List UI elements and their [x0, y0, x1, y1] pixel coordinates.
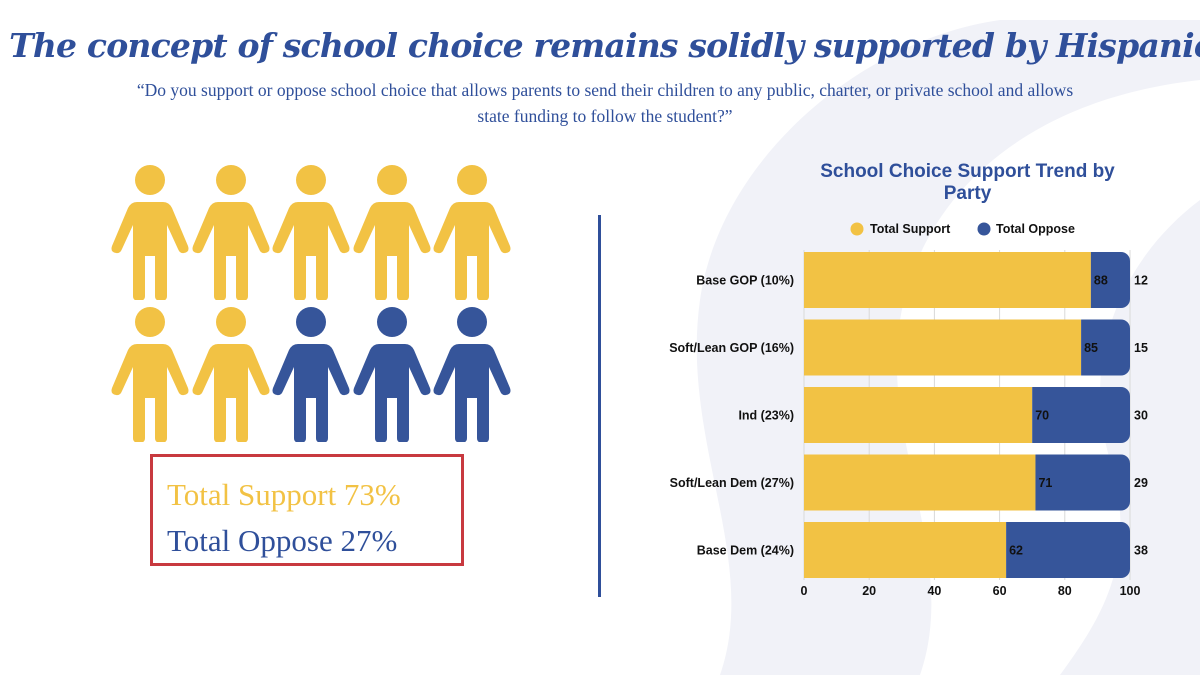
person-icon-support — [433, 165, 511, 300]
x-tick-label-5: 100 — [1120, 584, 1141, 598]
category-label-0: Base GOP (10%) — [696, 274, 794, 288]
person-icon-support — [192, 165, 269, 300]
value-label-oppose-4: 38 — [1134, 544, 1148, 558]
person-icon-oppose — [272, 307, 350, 442]
x-tick-label-0: 0 — [801, 584, 808, 598]
person-icon-oppose — [433, 307, 511, 442]
bar-oppose-2 — [1032, 387, 1130, 443]
person-icon-support — [272, 165, 350, 300]
total-oppose-label: Total Oppose 27% — [167, 523, 398, 558]
page-title: The concept of school choice remains sol… — [9, 26, 1200, 65]
chart-title: School Choice Support Trend by Party — [820, 161, 1115, 204]
summary-box: Total Support 73% Total Oppose 27% — [150, 454, 464, 566]
bar-support-3 — [804, 454, 1036, 511]
category-label-3: Soft/Lean Dem (27%) — [670, 476, 794, 490]
value-label-support-3: 71 — [1038, 476, 1052, 490]
bar-oppose-0 — [1090, 252, 1130, 308]
bar-oppose-1 — [1081, 319, 1130, 376]
bar-support-0 — [804, 252, 1091, 308]
x-tick-label-3: 60 — [993, 584, 1007, 598]
person-icon-support — [353, 165, 430, 300]
bar-oppose-3 — [1035, 454, 1130, 511]
category-label-4: Base Dem (24%) — [697, 544, 794, 558]
bar-support-2 — [804, 387, 1033, 443]
legend-marker-1 — [977, 222, 991, 236]
value-label-support-0: 88 — [1094, 274, 1108, 288]
value-label-support-1: 85 — [1084, 341, 1098, 355]
legend-marker-0 — [850, 222, 864, 236]
bar-support-1 — [804, 319, 1082, 376]
x-tick-label-2: 40 — [927, 584, 941, 598]
value-label-support-2: 70 — [1035, 409, 1049, 423]
x-tick-label-4: 80 — [1058, 584, 1072, 598]
person-icon-support — [192, 307, 269, 442]
category-label-1: Soft/Lean GOP (16%) — [669, 341, 794, 355]
person-icon-support — [111, 165, 189, 300]
value-label-oppose-3: 29 — [1134, 476, 1148, 490]
divider — [598, 215, 601, 597]
bar-chart: Total Support Total Oppose Base GOP (10%) 8… — [669, 222, 1148, 598]
bar-support-4 — [804, 522, 1007, 578]
bar-oppose-4 — [1006, 522, 1130, 578]
x-tick-label-1: 20 — [862, 584, 876, 598]
value-label-oppose-2: 30 — [1134, 409, 1148, 423]
category-label-2: Ind (23%) — [738, 409, 794, 423]
legend-label-1: Total Oppose — [996, 222, 1075, 236]
value-label-oppose-1: 15 — [1134, 341, 1148, 355]
total-support-label: Total Support 73% — [167, 477, 401, 512]
person-icon-support — [111, 307, 189, 442]
survey-question: “Do you support or oppose school choice … — [136, 80, 1074, 126]
value-label-support-4: 62 — [1009, 544, 1023, 558]
person-icon-oppose — [353, 307, 430, 442]
value-label-oppose-0: 12 — [1134, 274, 1148, 288]
legend-label-0: Total Support — [870, 222, 951, 236]
